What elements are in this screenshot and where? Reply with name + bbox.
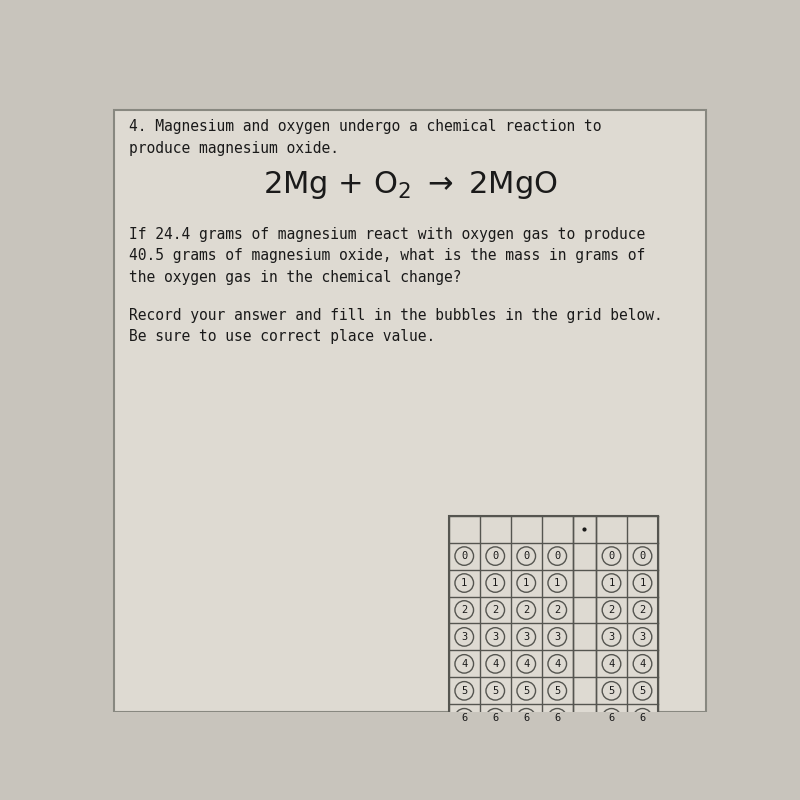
Text: 4. Magnesium and oxygen undergo a chemical reaction to: 4. Magnesium and oxygen undergo a chemic… <box>130 119 602 134</box>
Text: 4: 4 <box>639 659 646 669</box>
Circle shape <box>517 628 535 646</box>
Text: 3: 3 <box>639 632 646 642</box>
Text: 3: 3 <box>554 632 560 642</box>
Circle shape <box>486 574 505 592</box>
Circle shape <box>602 628 621 646</box>
Circle shape <box>455 654 474 673</box>
Circle shape <box>548 574 566 592</box>
Text: 4: 4 <box>492 659 498 669</box>
Circle shape <box>517 654 535 673</box>
Circle shape <box>602 682 621 700</box>
Circle shape <box>634 628 652 646</box>
Circle shape <box>486 628 505 646</box>
Circle shape <box>455 547 474 566</box>
Circle shape <box>486 601 505 619</box>
Circle shape <box>634 547 652 566</box>
Circle shape <box>602 654 621 673</box>
Circle shape <box>455 574 474 592</box>
Circle shape <box>517 574 535 592</box>
Text: 2: 2 <box>608 605 614 615</box>
Bar <box>449 516 658 800</box>
Text: 1: 1 <box>492 578 498 588</box>
Text: 5: 5 <box>639 686 646 696</box>
Circle shape <box>634 709 652 727</box>
Text: 3: 3 <box>608 632 614 642</box>
Circle shape <box>548 709 566 727</box>
Circle shape <box>634 654 652 673</box>
Text: 5: 5 <box>608 686 614 696</box>
Text: 1: 1 <box>461 578 467 588</box>
Circle shape <box>634 601 652 619</box>
Text: 6: 6 <box>523 713 530 722</box>
Text: 2Mg + O$_2$ $\rightarrow$ 2MgO: 2Mg + O$_2$ $\rightarrow$ 2MgO <box>262 169 558 201</box>
Text: 2: 2 <box>639 605 646 615</box>
Text: 1: 1 <box>639 578 646 588</box>
Text: 2: 2 <box>554 605 560 615</box>
Circle shape <box>486 709 505 727</box>
FancyBboxPatch shape <box>114 110 706 712</box>
Text: 5: 5 <box>554 686 560 696</box>
Text: the oxygen gas in the chemical change?: the oxygen gas in the chemical change? <box>130 270 462 285</box>
Text: 3: 3 <box>523 632 530 642</box>
Text: Record your answer and fill in the bubbles in the grid below.: Record your answer and fill in the bubbl… <box>130 308 663 322</box>
Text: 0: 0 <box>492 551 498 561</box>
Text: 6: 6 <box>492 713 498 722</box>
Text: 0: 0 <box>639 551 646 561</box>
Text: produce magnesium oxide.: produce magnesium oxide. <box>130 141 339 156</box>
Text: 4: 4 <box>608 659 614 669</box>
Text: 0: 0 <box>554 551 560 561</box>
Text: 2: 2 <box>461 605 467 615</box>
Circle shape <box>455 709 474 727</box>
Text: 5: 5 <box>492 686 498 696</box>
Circle shape <box>517 547 535 566</box>
Circle shape <box>455 682 474 700</box>
Text: 1: 1 <box>554 578 560 588</box>
Circle shape <box>486 547 505 566</box>
Text: 6: 6 <box>554 713 560 722</box>
Circle shape <box>517 709 535 727</box>
Text: 5: 5 <box>523 686 530 696</box>
Text: 1: 1 <box>523 578 530 588</box>
Text: 6: 6 <box>461 713 467 722</box>
Circle shape <box>548 654 566 673</box>
Circle shape <box>486 682 505 700</box>
Text: 0: 0 <box>461 551 467 561</box>
Text: 2: 2 <box>492 605 498 615</box>
Text: 1: 1 <box>608 578 614 588</box>
Text: 3: 3 <box>461 632 467 642</box>
Circle shape <box>548 628 566 646</box>
Text: 0: 0 <box>523 551 530 561</box>
Circle shape <box>634 574 652 592</box>
Circle shape <box>548 601 566 619</box>
Text: 4: 4 <box>554 659 560 669</box>
Circle shape <box>602 547 621 566</box>
Circle shape <box>602 574 621 592</box>
Text: 40.5 grams of magnesium oxide, what is the mass in grams of: 40.5 grams of magnesium oxide, what is t… <box>130 249 646 263</box>
Circle shape <box>517 682 535 700</box>
Circle shape <box>602 601 621 619</box>
Circle shape <box>486 654 505 673</box>
Text: 4: 4 <box>523 659 530 669</box>
Circle shape <box>548 682 566 700</box>
Text: 0: 0 <box>608 551 614 561</box>
Circle shape <box>548 547 566 566</box>
Circle shape <box>634 682 652 700</box>
Text: Be sure to use correct place value.: Be sure to use correct place value. <box>130 330 436 344</box>
Text: If 24.4 grams of magnesium react with oxygen gas to produce: If 24.4 grams of magnesium react with ox… <box>130 227 646 242</box>
Text: 5: 5 <box>461 686 467 696</box>
Text: 3: 3 <box>492 632 498 642</box>
Circle shape <box>455 601 474 619</box>
Text: 2: 2 <box>523 605 530 615</box>
Circle shape <box>517 601 535 619</box>
Text: 6: 6 <box>608 713 614 722</box>
Circle shape <box>455 628 474 646</box>
Text: 4: 4 <box>461 659 467 669</box>
Text: 6: 6 <box>639 713 646 722</box>
Circle shape <box>602 709 621 727</box>
